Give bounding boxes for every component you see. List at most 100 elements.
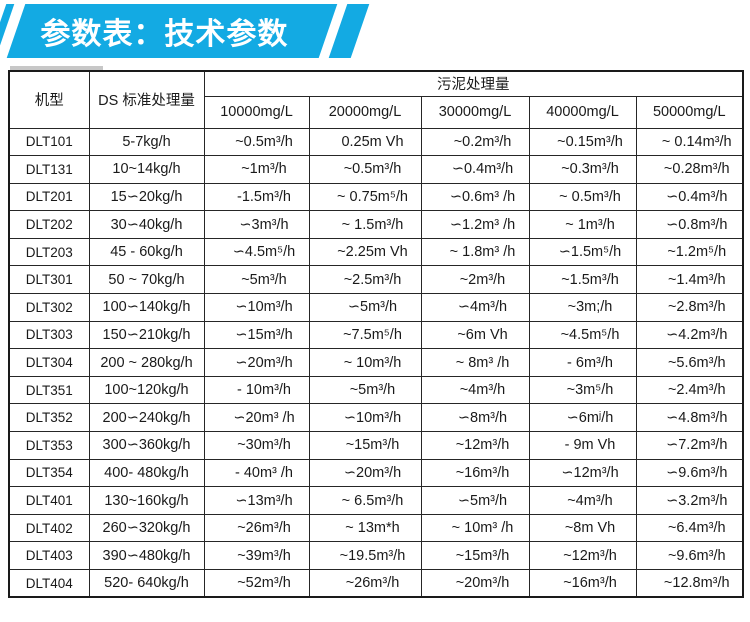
sludge-capacity-cell: ∽4m³/h bbox=[420, 293, 530, 322]
model-cell: DLT403 bbox=[8, 541, 90, 570]
col-header-concentration: 10000mg/L bbox=[203, 95, 310, 129]
page-title: 参数表：技术参数 bbox=[40, 18, 289, 51]
sludge-capacity-cell: - 6m³/h bbox=[528, 348, 637, 377]
ds-capacity-cell: 200 ~ 280kg/h bbox=[88, 348, 205, 377]
sludge-capacity-cell: ~16m³/h bbox=[528, 569, 637, 598]
sludge-capacity-cell: ~2.25m Vh bbox=[308, 237, 422, 267]
model-cell: DLT302 bbox=[8, 293, 90, 322]
table-row: DLT352 200∽240kg/h ∽20m³ /h ∽10m³/h ∽8m³/h ∽6… bbox=[8, 403, 744, 433]
sludge-capacity-cell: ~1.2m⁵/h bbox=[635, 237, 744, 267]
sludge-capacity-cell: ∽3.2m³/h bbox=[635, 486, 744, 515]
sludge-capacity-cell: ∽8m³/h bbox=[420, 403, 530, 433]
sludge-capacity-cell: ~2.8m³/h bbox=[635, 293, 744, 322]
col-header-concentration: 50000mg/L bbox=[635, 95, 744, 129]
table-row: DLT301 50 ~ 70kg/h ~5m³/h ~2.5m³/h ~2m³/h ~1.… bbox=[8, 265, 744, 295]
col-header-concentration: 20000mg/L bbox=[308, 95, 422, 129]
model-cell: DLT303 bbox=[8, 320, 90, 350]
sludge-capacity-cell: ~15m³/h bbox=[420, 541, 530, 570]
sludge-capacity-cell: - 10m³/h bbox=[203, 375, 310, 405]
sludge-capacity-cell: ∽9.6m³/h bbox=[635, 458, 744, 488]
sludge-capacity-cell: ∽4.2m³/h bbox=[635, 320, 744, 350]
sludge-capacity-cell: ~3m⁵/h bbox=[528, 375, 637, 405]
ds-capacity-cell: 520- 640kg/h bbox=[88, 569, 205, 598]
sludge-capacity-cell: ~5m³/h bbox=[308, 375, 422, 405]
ds-capacity-cell: 150∽210kg/h bbox=[88, 320, 205, 350]
table-row: DLT101 5-7kg/h ~0.5m³/h 0.25m Vh ~0.2m³/h ~0.… bbox=[8, 127, 744, 157]
model-cell: DLT201 bbox=[8, 182, 90, 212]
sludge-capacity-cell: ~15m³/h bbox=[308, 431, 422, 460]
table-row: DLT353 300∽360kg/h ~30m³/h ~15m³/h ~12m³/h - … bbox=[8, 431, 744, 460]
ds-capacity-cell: 200∽240kg/h bbox=[88, 403, 205, 433]
sludge-capacity-cell: - 9m Vh bbox=[528, 431, 637, 460]
col-header-concentration: 30000mg/L bbox=[420, 95, 530, 129]
sludge-capacity-cell: ~ 1m³/h bbox=[528, 210, 637, 239]
model-cell: DLT352 bbox=[8, 403, 90, 433]
model-cell: DLT131 bbox=[8, 155, 90, 184]
sludge-capacity-cell: ~ 1.8m³ /h bbox=[420, 237, 530, 267]
sludge-capacity-cell: ~ 13m*h bbox=[308, 513, 422, 543]
table-row: DLT351 100~120kg/h - 10m³/h ~5m³/h ~4m³/h ~3m… bbox=[8, 375, 744, 405]
model-cell: DLT404 bbox=[8, 569, 90, 598]
sludge-capacity-cell: ~5.6m³/h bbox=[635, 348, 744, 377]
sludge-capacity-cell: ~16m³/h bbox=[420, 458, 530, 488]
sludge-capacity-cell: ~8m Vh bbox=[528, 513, 637, 543]
sludge-capacity-cell: ~3m;/h bbox=[528, 293, 637, 322]
sludge-capacity-cell: ~6.4m³/h bbox=[635, 513, 744, 543]
model-cell: DLT301 bbox=[8, 265, 90, 295]
table-row: DLT131 10~14kg/h ~1m³/h ~0.5m³/h ∽0.4m³/h ~0.… bbox=[8, 155, 744, 184]
banner-decoration-right bbox=[328, 4, 370, 58]
sludge-capacity-cell: ~4m³/h bbox=[528, 486, 637, 515]
sludge-capacity-cell: ∽20m³ /h bbox=[203, 403, 310, 433]
sludge-capacity-cell: ∽1.2m³ /h bbox=[420, 210, 530, 239]
sludge-capacity-cell: ∽3m³/h bbox=[203, 210, 310, 239]
sludge-capacity-cell: ~52m³/h bbox=[203, 569, 310, 598]
sludge-capacity-cell: ~4m³/h bbox=[420, 375, 530, 405]
sludge-capacity-cell: ~26m³/h bbox=[308, 569, 422, 598]
sludge-capacity-cell: ∽0.6m³ /h bbox=[420, 182, 530, 212]
sludge-capacity-cell: ~ 1.5m³/h bbox=[308, 210, 422, 239]
sludge-capacity-cell: ∽15m³/h bbox=[203, 320, 310, 350]
ds-capacity-cell: 400- 480kg/h bbox=[88, 458, 205, 488]
sludge-capacity-cell: ~26m³/h bbox=[203, 513, 310, 543]
ds-capacity-cell: 10~14kg/h bbox=[88, 155, 205, 184]
table-row: DLT354 400- 480kg/h - 40m³ /h ∽20m³/h ~16m³/… bbox=[8, 458, 744, 488]
sludge-capacity-cell: ~ 10m³/h bbox=[308, 348, 422, 377]
ds-capacity-cell: 15∽20kg/h bbox=[88, 182, 205, 212]
sludge-capacity-cell: ∽4.8m³/h bbox=[635, 403, 744, 433]
ds-capacity-cell: 100~120kg/h bbox=[88, 375, 205, 405]
model-cell: DLT353 bbox=[8, 431, 90, 460]
sludge-capacity-cell: - 40m³ /h bbox=[203, 458, 310, 488]
ds-capacity-cell: 30∽40kg/h bbox=[88, 210, 205, 239]
sludge-capacity-cell: ~6m Vh bbox=[420, 320, 530, 350]
table-row: DLT401 130~160kg/h ∽13m³/h ~ 6.5m³/h ∽5m³/h ~… bbox=[8, 486, 744, 515]
sludge-capacity-cell: ∽5m³/h bbox=[308, 293, 422, 322]
sludge-capacity-cell: ∽12m³/h bbox=[528, 458, 637, 488]
model-cell: DLT304 bbox=[8, 348, 90, 377]
sludge-capacity-cell: ~9.6m³/h bbox=[635, 541, 744, 570]
sludge-capacity-cell: ~ 0.14m³/h bbox=[635, 127, 744, 157]
sludge-capacity-cell: ~30m³/h bbox=[203, 431, 310, 460]
sludge-capacity-cell: ~1.5m³/h bbox=[528, 265, 637, 295]
sludge-capacity-cell: ~12.8m³/h bbox=[635, 569, 744, 598]
ds-capacity-cell: 130~160kg/h bbox=[88, 486, 205, 515]
title-banner: 参数表：技术参数 bbox=[0, 4, 400, 58]
ds-capacity-cell: 45 - 60kg/h bbox=[88, 237, 205, 267]
table-row: DLT302 100∽140kg/h ∽10m³/h ∽5m³/h ∽4m³/h ~3m;… bbox=[8, 293, 744, 322]
sludge-capacity-cell: ∽13m³/h bbox=[203, 486, 310, 515]
model-cell: DLT351 bbox=[8, 375, 90, 405]
sludge-capacity-cell: ~12m³/h bbox=[420, 431, 530, 460]
sludge-capacity-cell: ~2.5m³/h bbox=[308, 265, 422, 295]
sludge-capacity-cell: ~5m³/h bbox=[203, 265, 310, 295]
sludge-capacity-cell: ~0.2m³/h bbox=[420, 127, 530, 157]
header-row-concentrations: 10000mg/L 20000mg/L 30000mg/L 40000mg/L 5000… bbox=[9, 95, 744, 129]
sludge-capacity-cell: ~0.3m³/h bbox=[528, 155, 637, 184]
technical-parameters-table: 机型 DS 标准处理量 污泥处理量 10000mg/L 20000mg/L 3000… bbox=[8, 70, 745, 599]
sludge-capacity-cell: ∽6mʲ/h bbox=[528, 403, 637, 433]
sludge-capacity-cell: ∽7.2m³/h bbox=[635, 431, 744, 460]
sludge-capacity-cell: ~0.15m³/h bbox=[528, 127, 637, 157]
ds-capacity-cell: 390∽480kg/h bbox=[88, 541, 205, 570]
sludge-capacity-cell: ∽4.5m⁵/h bbox=[203, 237, 310, 267]
ds-capacity-cell: 5-7kg/h bbox=[88, 127, 205, 157]
sludge-capacity-cell: ~0.5m³/h bbox=[308, 155, 422, 184]
